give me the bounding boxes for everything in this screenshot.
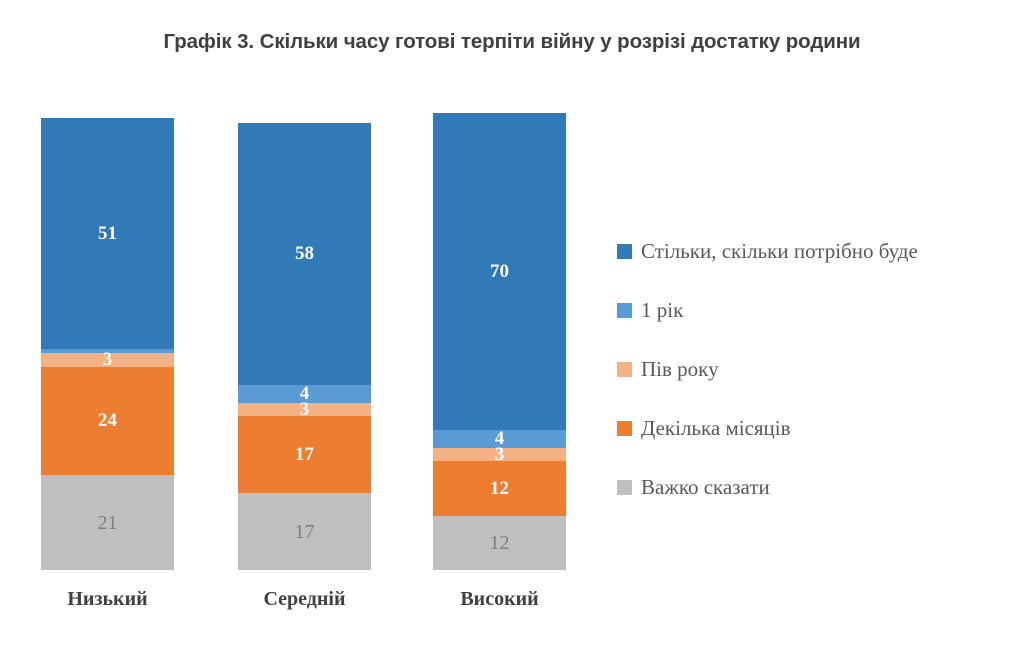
bar-segment[interactable]: 3 xyxy=(41,349,174,371)
bar-segment-value: 70 xyxy=(490,261,509,283)
category-label-0: Низький xyxy=(67,588,148,610)
bar-segment[interactable]: 24 xyxy=(41,366,174,476)
bar-segment[interactable] xyxy=(41,348,174,354)
bar-segment-value: 4 xyxy=(494,428,505,450)
legend-swatch-icon-1 xyxy=(617,303,632,318)
bar-segment[interactable]: 12 xyxy=(433,461,566,516)
bar-segment-value: 12 xyxy=(490,478,509,500)
legend-swatch-icon-3 xyxy=(617,421,632,436)
bar-segment[interactable]: 17 xyxy=(238,416,371,494)
legend-swatch-icon-0 xyxy=(617,244,632,259)
bar-segment[interactable]: 4 xyxy=(238,383,371,405)
category-label-1: Середній xyxy=(263,588,346,610)
legend-item-1[interactable]: 1 рік xyxy=(617,281,1017,340)
legend-item-0[interactable]: Стільки, скільки потрібно буде xyxy=(617,222,1017,281)
chart-title: Графік 3. Скільки часу готові терпіти ві… xyxy=(163,30,861,53)
legend-item-2[interactable]: Пів року xyxy=(617,340,1017,399)
bar-stack[interactable]: 58 4 3 17 17 xyxy=(238,122,371,570)
plot-area: 51 3 24 21 Низький 58 4 3 17 17 Середній 70 4 3 12… xyxy=(41,113,566,610)
legend-item-4[interactable]: Важко сказати xyxy=(617,458,1017,517)
legend-item-3[interactable]: Декілька місяців xyxy=(617,399,1017,458)
category-label-2: Високий xyxy=(460,588,539,610)
bar-segment-value: 24 xyxy=(98,410,117,432)
bar-segment-value: 3 xyxy=(102,349,113,371)
bar-segment[interactable]: 4 xyxy=(433,428,566,450)
bar-stack[interactable]: 70 4 3 12 12 xyxy=(433,113,566,570)
bar-segment[interactable]: 21 xyxy=(41,475,174,570)
legend-label-4: Важко сказати xyxy=(641,475,770,499)
legend-label-3: Декілька місяців xyxy=(641,416,791,440)
bar-segment-value: 12 xyxy=(489,531,510,554)
bar-segment[interactable]: 58 xyxy=(238,122,371,385)
legend-label-1: 1 рік xyxy=(641,298,684,322)
bar-segment-value: 58 xyxy=(295,243,314,265)
legend-swatch-icon-4 xyxy=(617,480,632,495)
bar-segment[interactable]: 3 xyxy=(433,444,566,466)
bar-stack[interactable]: 51 3 24 21 xyxy=(41,118,174,570)
bar-segment[interactable]: 70 xyxy=(433,113,566,430)
bar-segment-value: 21 xyxy=(97,511,118,534)
legend-label-0: Стільки, скільки потрібно буде xyxy=(641,239,918,263)
bar-segment[interactable]: 51 xyxy=(41,118,174,349)
bar-segment-value: 51 xyxy=(98,222,117,244)
bar-segment[interactable]: 3 xyxy=(238,399,371,421)
bar-segment-value: 4 xyxy=(299,383,310,405)
bar-segment-value: 17 xyxy=(294,520,315,543)
bar-segment-value: 17 xyxy=(295,444,314,466)
bar-segment[interactable]: 17 xyxy=(238,493,371,570)
bar-segment-value: 3 xyxy=(299,399,310,421)
bar-segment-value: 3 xyxy=(494,444,505,466)
chart-legend: Стільки, скільки потрібно буде 1 рік Пів… xyxy=(617,222,1017,517)
bar-segment[interactable]: 12 xyxy=(433,515,566,570)
legend-swatch-icon-2 xyxy=(617,362,632,377)
legend-label-2: Пів року xyxy=(641,357,719,381)
